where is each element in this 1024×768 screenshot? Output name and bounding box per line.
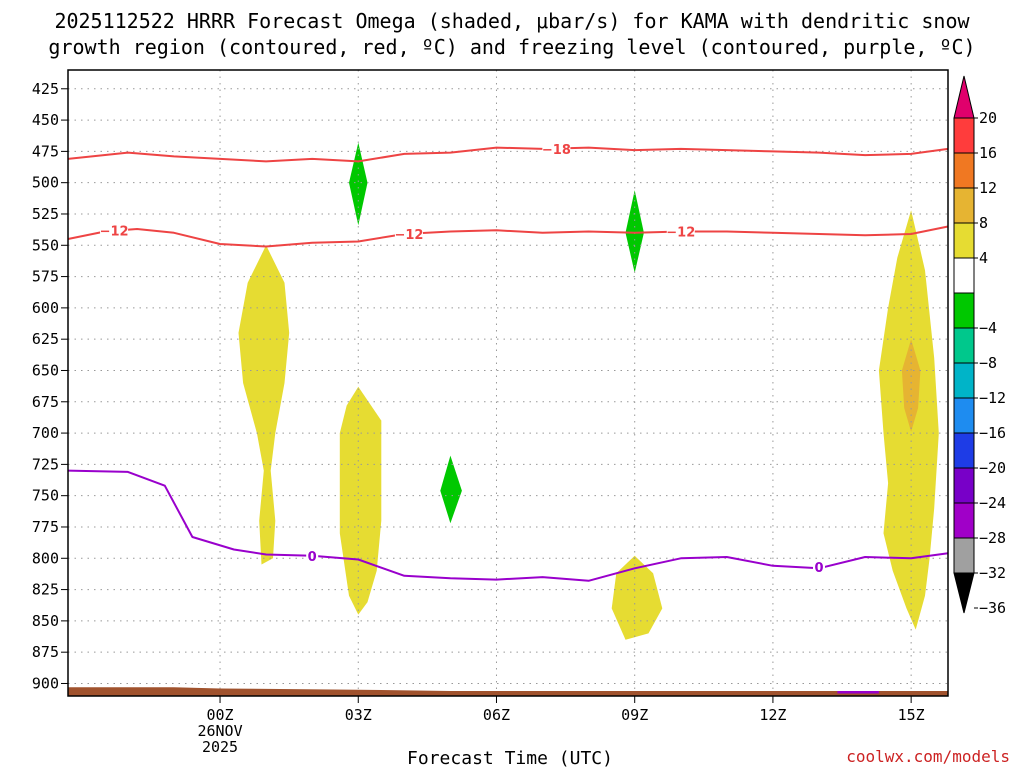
colorbar-bin-4 [953, 222, 975, 259]
colorbar-label-10: −20 [979, 459, 1006, 477]
contour-label-bg-5 [306, 547, 319, 563]
contour-label-bg-6 [812, 559, 825, 575]
omega-region-6 [349, 142, 368, 226]
colorbar-label-1: 20 [979, 109, 997, 127]
colorbar-label-3: 12 [979, 179, 997, 197]
y-tick-label-700: 700 [32, 424, 59, 442]
contour-label-3: −12 [394, 228, 423, 243]
x-tick-label-09Z: 09Z [621, 706, 648, 724]
colorbar-bin-11 [953, 467, 975, 504]
omega-region-5 [901, 339, 921, 432]
y-tick-label-575: 575 [32, 268, 59, 286]
x-tick-label-06Z: 06Z [483, 706, 510, 724]
colorbar-label-5: 4 [979, 249, 988, 267]
y-tick-label-750: 750 [32, 487, 59, 505]
y-tick-label-775: 775 [32, 518, 59, 536]
colorbar-label-11: −24 [979, 494, 1006, 512]
y-tick-label-900: 900 [32, 674, 59, 692]
colorbar-bin-1 [953, 117, 975, 154]
x-tick-date-label: 26NOV [197, 722, 242, 740]
colorbar-bin-10 [953, 432, 975, 469]
plot-frame [67, 69, 949, 697]
chart-title-line2: growth region (contoured, red, ºC) and f… [48, 35, 975, 59]
colorbar-label-9: −16 [979, 424, 1006, 442]
x-tick-label-03Z: 03Z [345, 706, 372, 724]
colorbar-bin-2 [953, 152, 975, 189]
colorbar-bin-13 [953, 537, 975, 574]
y-tick-label-600: 600 [32, 299, 59, 317]
y-tick-label-550: 550 [32, 236, 59, 254]
omega-region-8 [440, 455, 462, 524]
plot-area: −18 −12 −12 −12 0 0 [67, 69, 949, 697]
contour-label-4: −12 [666, 226, 695, 241]
colorbar-label-8: −12 [979, 389, 1006, 407]
contour-label-bg-4 [666, 223, 695, 239]
colorbar-label-7: −8 [979, 354, 997, 372]
colorbar-bin-6 [953, 292, 975, 329]
x-tick-year-label: 2025 [202, 738, 238, 756]
omega-region-2 [339, 386, 382, 615]
contour-line-2 [67, 225, 949, 248]
y-tick-label-475: 475 [32, 142, 59, 160]
contour-label-1: −18 [542, 143, 571, 158]
y-axis: 425 450 475 500 525 550 575 600 625 650 675 700 725 7… [32, 80, 68, 692]
contour-label-bg-1 [542, 140, 571, 156]
contour-label-5: 0 [308, 550, 317, 565]
y-tick-label-425: 425 [32, 80, 59, 98]
colorbar-top-arrow [953, 75, 975, 119]
colorbar-label-13: −32 [979, 564, 1006, 582]
terrain-surface [68, 687, 948, 696]
y-tick-label-500: 500 [32, 174, 59, 192]
colorbar-bottom-arrow [953, 572, 975, 614]
x-tick-label-12Z: 12Z [759, 706, 786, 724]
colorbar-bin-3 [953, 187, 975, 224]
colorbar-label-12: −28 [979, 529, 1006, 547]
credit-link[interactable]: coolwx.com/models [846, 747, 1010, 766]
plot-background [68, 70, 948, 696]
contour-label-6: 0 [814, 561, 823, 576]
colorbar-bin-5 [953, 257, 975, 294]
y-tick-label-725: 725 [32, 455, 59, 473]
colorbar-label-2: 16 [979, 144, 997, 162]
colorbar-label-4: 8 [979, 214, 988, 232]
omega-region-7 [625, 190, 644, 273]
y-tick-label-450: 450 [32, 111, 59, 129]
y-tick-label-650: 650 [32, 361, 59, 379]
contour-line-5 [67, 469, 949, 582]
contour-label-2: −12 [100, 224, 129, 239]
omega-region-3 [611, 555, 663, 640]
colorbar-bin-9 [953, 397, 975, 434]
y-tick-label-875: 875 [32, 643, 59, 661]
y-tick-label-675: 675 [32, 393, 59, 411]
colorbar-label-14: −36 [979, 599, 1006, 617]
contour-label-bg-2 [100, 222, 129, 238]
y-tick-label-525: 525 [32, 205, 59, 223]
y-tick-label-825: 825 [32, 581, 59, 599]
y-tick-label-625: 625 [32, 330, 59, 348]
omega-region-1 [238, 245, 290, 565]
y-tick-label-800: 800 [32, 549, 59, 567]
x-tick-label-00Z: 00Z [206, 706, 233, 724]
colorbar-bin-12 [953, 502, 975, 539]
x-axis-label: Forecast Time (UTC) [407, 748, 613, 768]
contour-label-bg-3 [394, 226, 423, 242]
colorbar-label-6: −4 [979, 319, 997, 337]
x-tick-label-15Z: 15Z [898, 706, 925, 724]
colorbar-bin-8 [953, 362, 975, 399]
colorbar: 20 16 12 8 4 −4 −8 −12 −16 −20 −24 −28 −32 −36 [953, 75, 1006, 617]
colorbar-bin-7 [953, 327, 975, 364]
chart-title-line1: 2025112522 HRRR Forecast Omega (shaded, … [54, 9, 970, 33]
y-tick-label-850: 850 [32, 612, 59, 630]
